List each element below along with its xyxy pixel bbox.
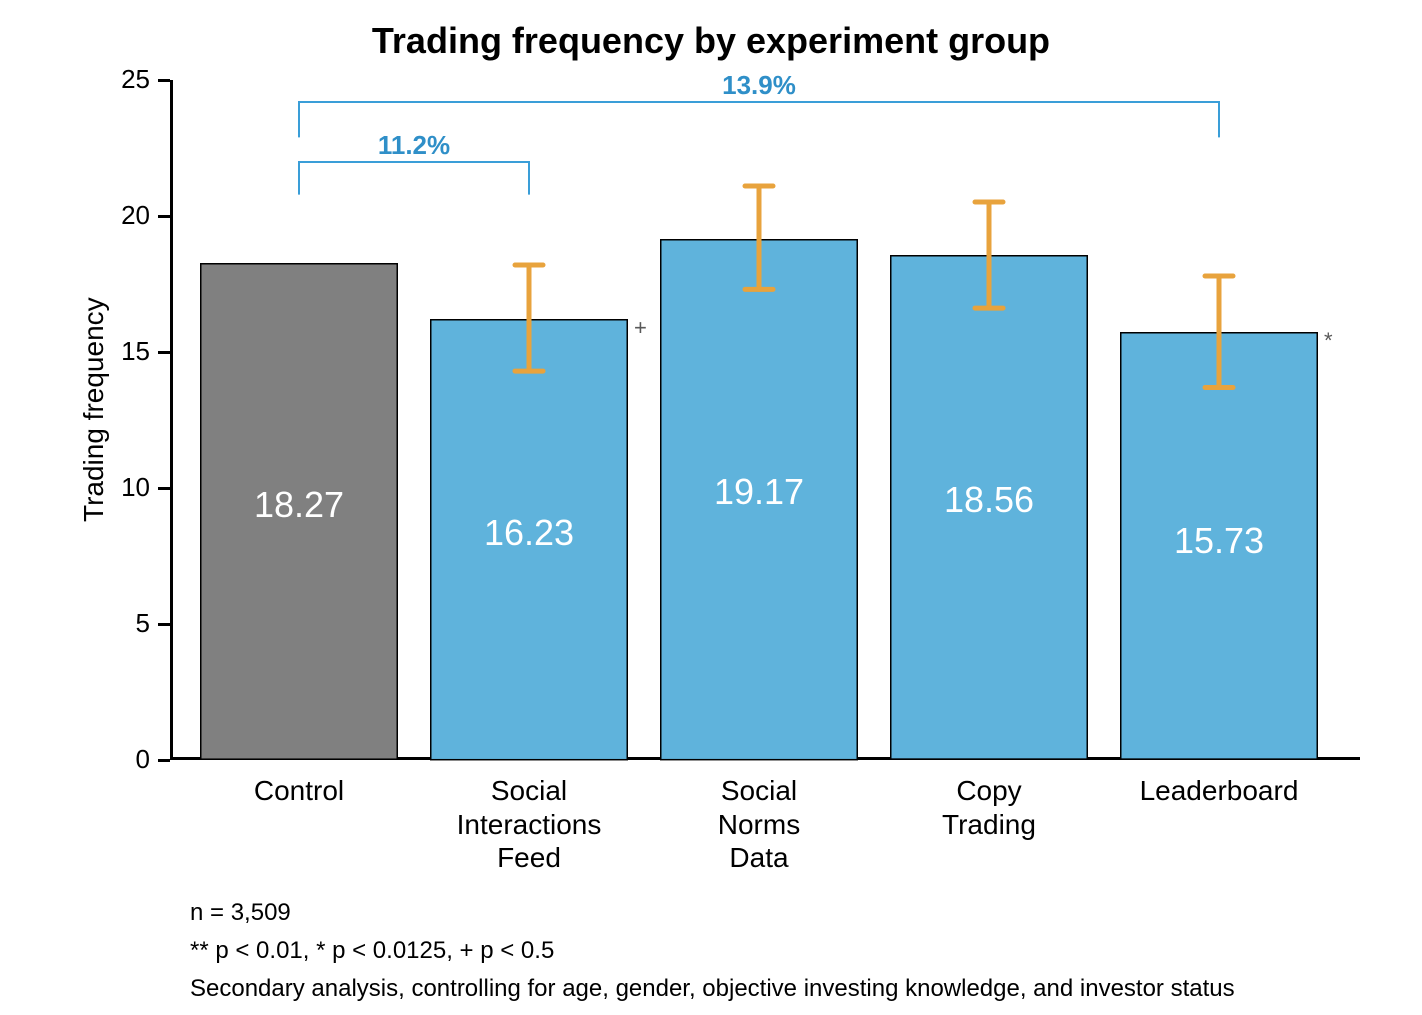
category-label: Control [190,774,408,808]
category-label: SocialInteractionsFeed [420,774,638,875]
bar-value-label: 15.73 [1120,520,1318,562]
y-tick-label: 25 [90,64,150,95]
footnote-line: n = 3,509 [190,899,291,927]
y-axis-line [170,80,173,760]
y-tick-label: 5 [90,608,150,639]
plot-area: 18.27 16.23 + 19.17 18.56 15.73 * 11.2% … [170,80,1360,760]
y-tick [158,215,170,218]
bar-value-label: 18.56 [890,479,1088,521]
y-tick-label: 15 [90,336,150,367]
chart-title: Trading frequency by experiment group [0,20,1422,62]
significance-marker: * [1324,328,1333,354]
y-tick-label: 20 [90,200,150,231]
comparison-bracket-label: 13.9% [299,70,1219,101]
significance-marker: + [634,315,647,341]
y-tick [158,351,170,354]
y-tick [158,759,170,762]
y-tick [158,79,170,82]
comparison-bracket [299,102,1221,139]
bar-value-label: 19.17 [660,471,858,513]
y-tick [158,623,170,626]
category-label: SocialNormsData [650,774,868,875]
comparison-bracket [299,162,531,197]
bar-value-label: 16.23 [430,512,628,554]
y-tick-label: 10 [90,472,150,503]
footnote-line: Secondary analysis, controlling for age,… [190,975,1235,1003]
bar-value-label: 18.27 [200,484,398,526]
footnote-line: ** p < 0.01, * p < 0.0125, + p < 0.5 [190,937,554,965]
category-label: CopyTrading [880,774,1098,841]
y-tick [158,487,170,490]
chart-stage: Trading frequency by experiment group 18… [0,0,1422,1015]
y-tick-label: 0 [90,744,150,775]
category-label: Leaderboard [1110,774,1328,808]
